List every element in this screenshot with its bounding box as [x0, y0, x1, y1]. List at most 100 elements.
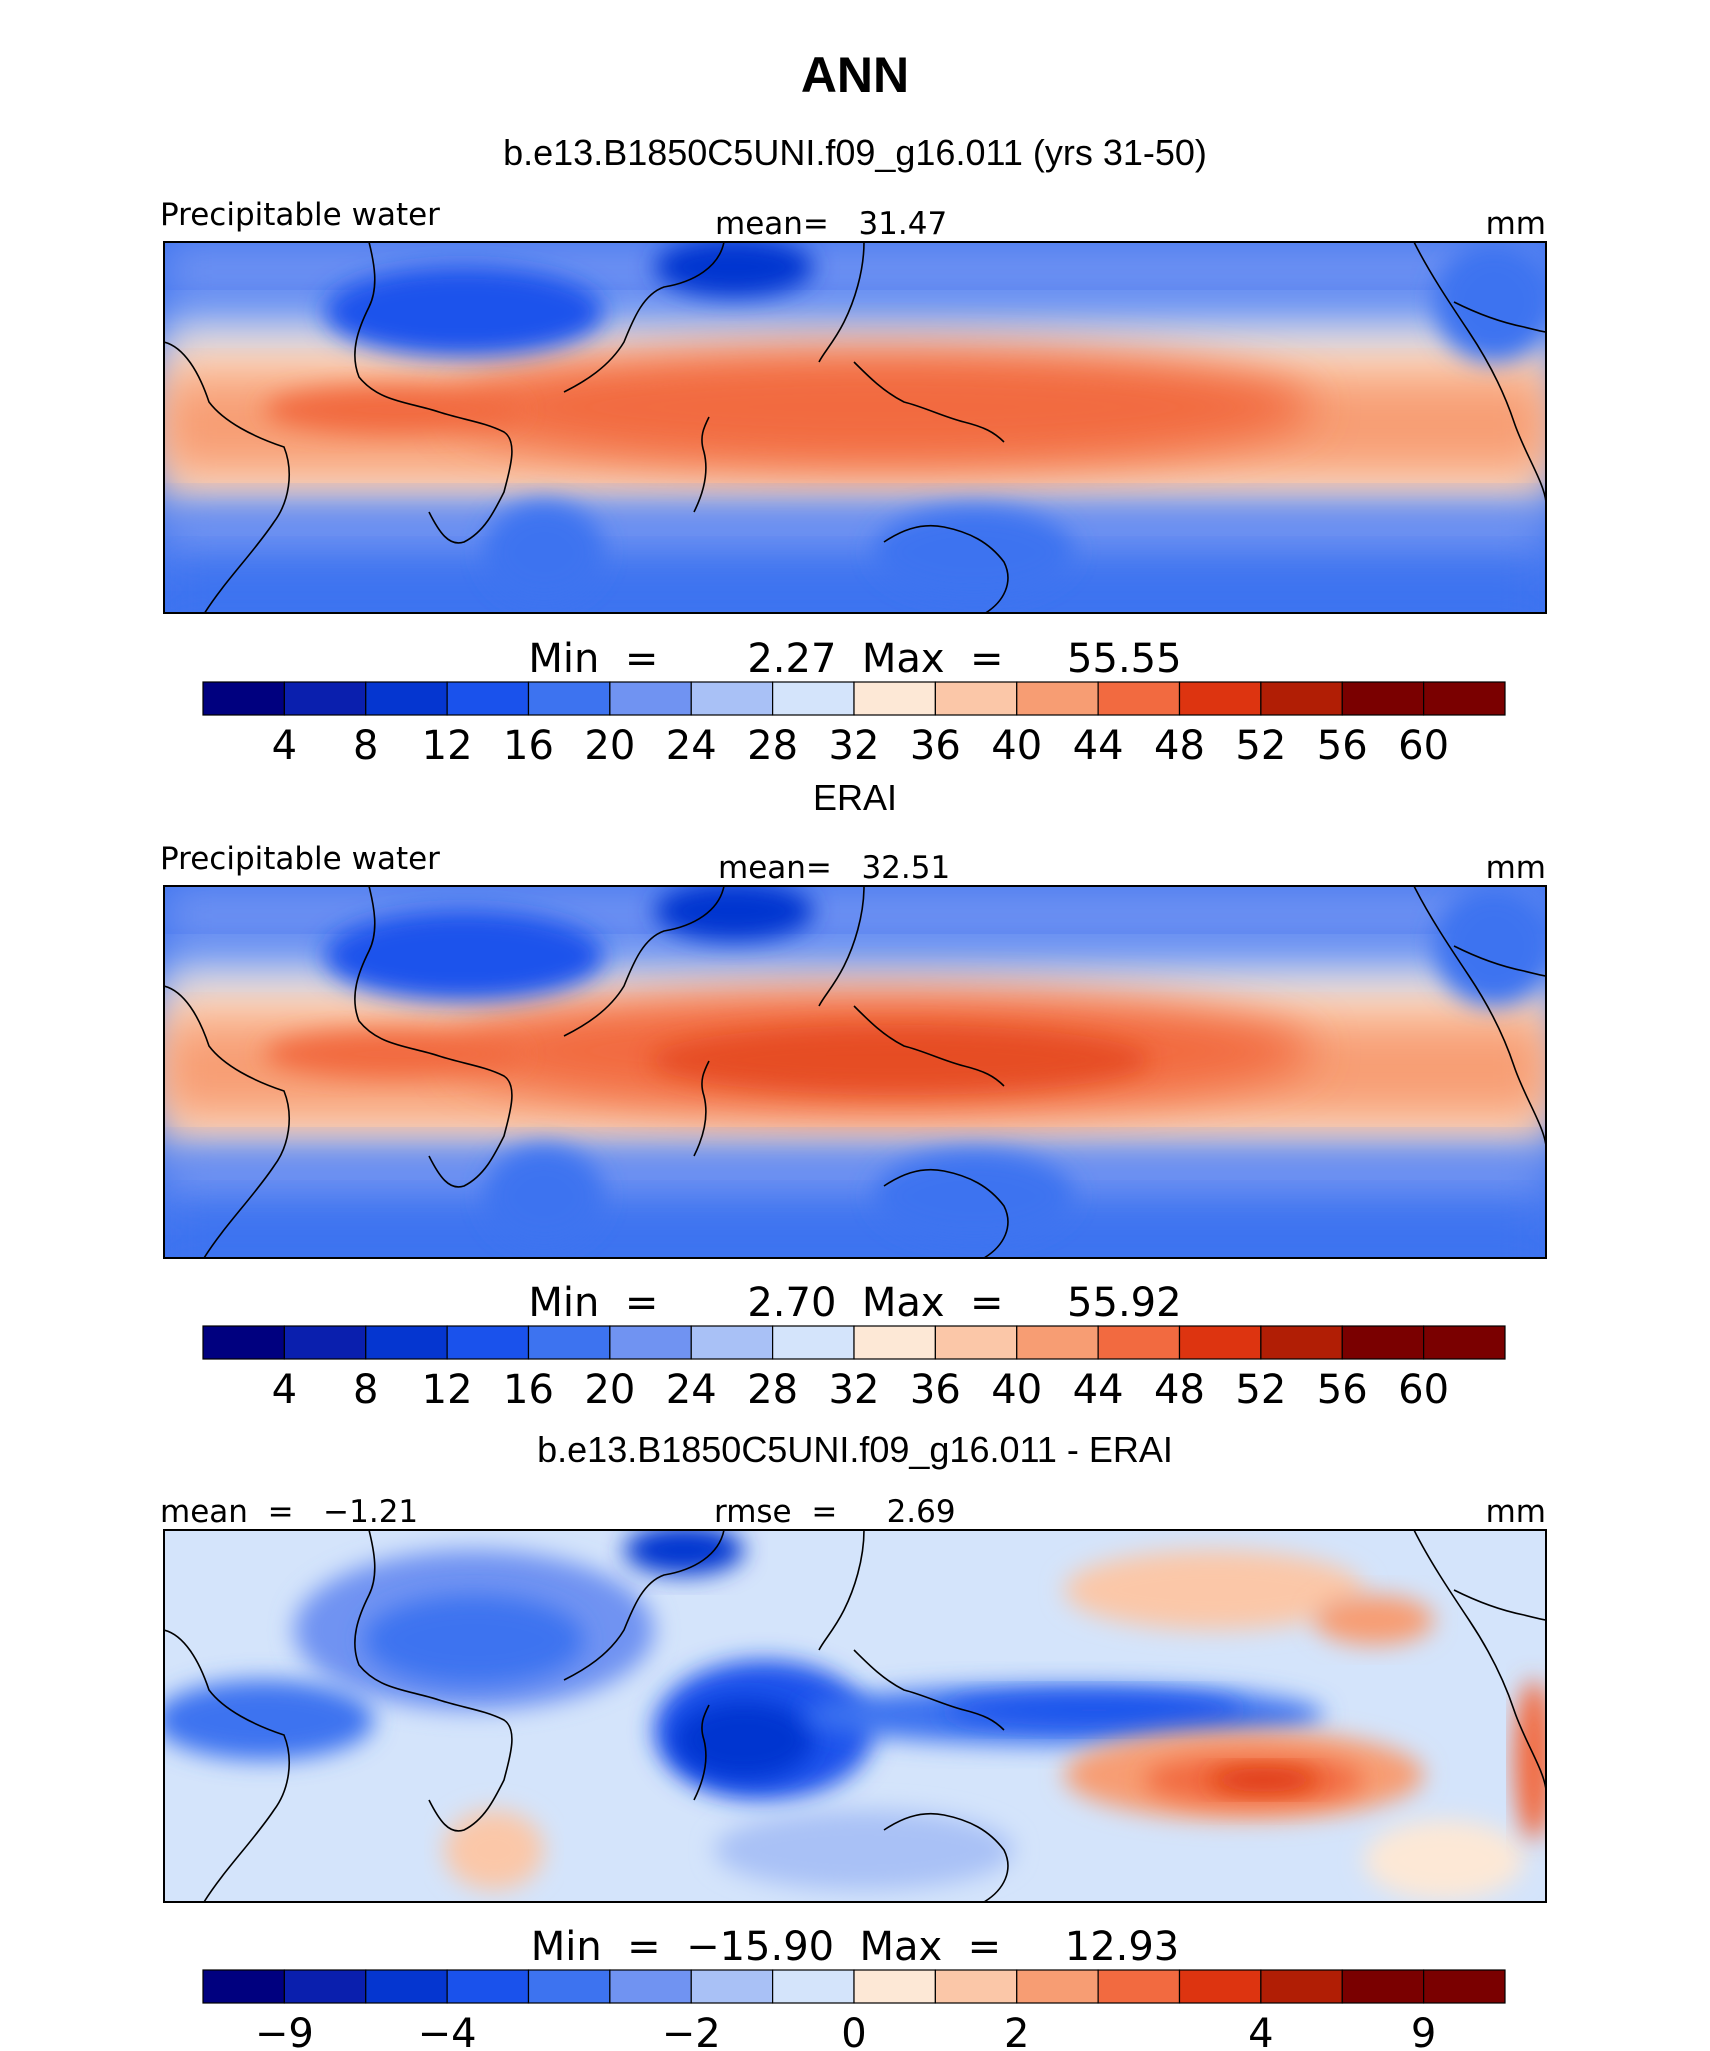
- colorbar-box: [690, 1325, 774, 1360]
- colorbar-tick-label: 56: [1317, 723, 1368, 769]
- colorbar-box: [1016, 1969, 1099, 2004]
- colorbar-tick-label: −4: [418, 2011, 477, 2051]
- colorbar-box: [690, 681, 774, 716]
- minmax-label: Min = 2.27 Max = 55.55: [528, 636, 1181, 682]
- colorbar-tick-label: 60: [1398, 723, 1449, 769]
- colorbar-box: [283, 681, 367, 716]
- colorbar-box: [446, 681, 530, 716]
- colorbar-box: [934, 1969, 1018, 2004]
- map-field: [164, 1530, 1546, 1902]
- colorbar-box: [1341, 681, 1425, 716]
- colorbar-box: [1260, 681, 1343, 716]
- colorbar-tick-label: 24: [666, 1367, 717, 1413]
- colorbar-box: [1097, 1969, 1181, 2004]
- colorbar-box: [1341, 1325, 1425, 1360]
- colorbar-box: [365, 1969, 448, 2004]
- figure-title: ANN: [801, 47, 909, 103]
- units-label: mm: [1486, 1494, 1546, 1530]
- colorbar-box: [772, 1325, 855, 1360]
- panel-title: b.e13.B1850C5UNI.f09_g16.011 (yrs 31-50): [503, 132, 1207, 173]
- colorbar-tick-label: 48: [1154, 1367, 1205, 1413]
- colorbar: 4 8 12 16 20 24 28 32 36 40 44 48 52 56 60: [202, 1325, 1506, 1413]
- colorbar-box: [446, 1325, 530, 1360]
- map-frame: [163, 1529, 1547, 1903]
- colorbar-tick-label: 32: [829, 1367, 880, 1413]
- colorbar-tick-label: 52: [1235, 1367, 1286, 1413]
- mean-label: mean= 31.47: [715, 206, 947, 242]
- map-frame: [163, 885, 1547, 1259]
- colorbar-tick-label: 16: [503, 723, 554, 769]
- colorbar-box: [1097, 681, 1181, 716]
- colorbar-box: [609, 1969, 692, 2004]
- mean-label: mean= 32.51: [718, 850, 950, 886]
- colorbar-tick-label: 56: [1317, 1367, 1368, 1413]
- map-field: [164, 886, 1546, 1258]
- colorbar: −9 −4 −2 0 2 4 9: [202, 1969, 1506, 2051]
- colorbar-box: [1016, 681, 1099, 716]
- colorbar-box: [446, 1969, 530, 2004]
- panel-title: b.e13.B1850C5UNI.f09_g16.011 - ERAI: [537, 1429, 1173, 1470]
- colorbar-tick-label: 60: [1398, 1367, 1449, 1413]
- colorbar-tick-label: 48: [1154, 723, 1205, 769]
- colorbar-box: [365, 1325, 448, 1360]
- colorbar-tick-label: 9: [1411, 2011, 1436, 2051]
- map-frame: [163, 241, 1547, 614]
- colorbar-box: [853, 681, 936, 716]
- colorbar-box: [1178, 1969, 1262, 2004]
- colorbar-tick-label: 4: [272, 723, 297, 769]
- colorbar-box: [365, 681, 448, 716]
- colorbar-box: [772, 1969, 855, 2004]
- minmax-label: Min = 2.70 Max = 55.92: [528, 1280, 1181, 1326]
- colorbar-box: [527, 1969, 611, 2004]
- colorbar-tick-label: 0: [841, 2011, 866, 2051]
- colorbar-box: [690, 1969, 774, 2004]
- colorbar-tick-label: 40: [991, 723, 1042, 769]
- colorbar-tick-label: 28: [747, 1367, 798, 1413]
- colorbar-box: [1423, 681, 1506, 716]
- colorbar-tick-label: 2: [1004, 2011, 1029, 2051]
- colorbar-tick-label: 12: [422, 1367, 473, 1413]
- colorbar-box: [202, 1325, 285, 1360]
- colorbar-tick-label: 36: [910, 1367, 961, 1413]
- units-label: mm: [1486, 850, 1546, 886]
- colorbar-box: [283, 1325, 367, 1360]
- colorbar-box: [934, 1325, 1018, 1360]
- colorbar-tick-label: 24: [666, 723, 717, 769]
- colorbar-tick-label: −2: [662, 2011, 721, 2051]
- colorbar-box: [1097, 1325, 1181, 1360]
- colorbar-box: [772, 681, 855, 716]
- panel-title: ERAI: [813, 777, 897, 818]
- colorbar-box: [1016, 1325, 1099, 1360]
- colorbar-box: [1423, 1325, 1506, 1360]
- panel-difference: b.e13.B1850C5UNI.f09_g16.011 - ERAI mean…: [160, 1429, 1547, 2051]
- colorbar-tick-label: 32: [829, 723, 880, 769]
- rmse-label: rmse = 2.69: [714, 1494, 956, 1530]
- panel-erai: ERAI Precipitable water mean= 32.51 mm M…: [160, 777, 1547, 1413]
- colorbar-tick-label: 4: [1248, 2011, 1273, 2051]
- colorbar-tick-label: 12: [422, 723, 473, 769]
- colorbar-box: [527, 681, 611, 716]
- colorbar-box: [609, 1325, 692, 1360]
- variable-label: Precipitable water: [160, 841, 440, 877]
- colorbar-box: [853, 1325, 936, 1360]
- colorbar-box: [934, 681, 1018, 716]
- colorbar-tick-label: −9: [255, 2011, 314, 2051]
- colorbar-box: [609, 681, 692, 716]
- colorbar: 4 8 12 16 20 24 28 32 36 40 44 48 52 56 60: [202, 681, 1506, 769]
- units-label: mm: [1486, 206, 1546, 242]
- colorbar-box: [1260, 1969, 1343, 2004]
- colorbar-tick-label: 52: [1235, 723, 1286, 769]
- colorbar-box: [1341, 1969, 1425, 2004]
- colorbar-tick-label: 16: [503, 1367, 554, 1413]
- map-field: [164, 242, 1546, 613]
- panel-model: b.e13.B1850C5UNI.f09_g16.011 (yrs 31-50)…: [160, 132, 1547, 769]
- colorbar-tick-label: 36: [910, 723, 961, 769]
- colorbar-tick-label: 44: [1073, 723, 1124, 769]
- colorbar-box: [1178, 681, 1262, 716]
- colorbar-tick-label: 28: [747, 723, 798, 769]
- colorbar-box: [527, 1325, 611, 1360]
- mean-label: mean = −1.21: [160, 1494, 418, 1530]
- colorbar-box: [202, 681, 285, 716]
- colorbar-tick-label: 8: [353, 1367, 378, 1413]
